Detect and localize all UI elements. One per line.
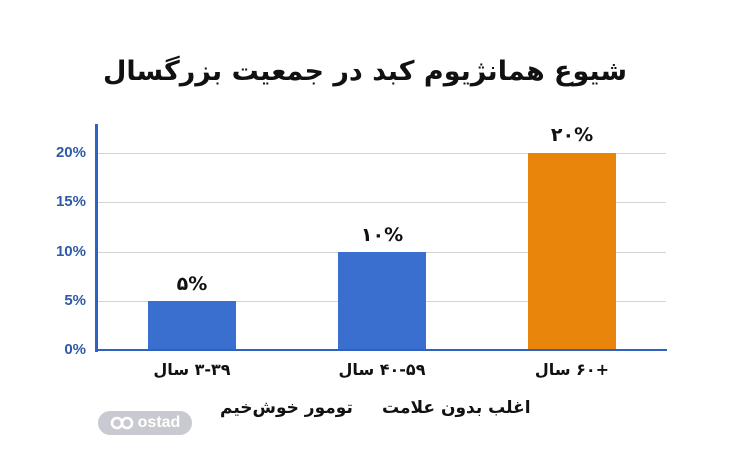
bar-age-40-59 xyxy=(338,252,426,350)
ostad-logo: ostad xyxy=(98,411,192,435)
y-tick-20: 20% xyxy=(55,144,86,161)
x-label-age-3-39: ۳-۳۹ سال xyxy=(153,360,231,379)
value-label-age-3-39: ۵% xyxy=(176,273,208,295)
gridline-20 xyxy=(98,153,666,154)
value-label-age-60-plus: ۲۰% xyxy=(550,124,594,146)
logo-text: ostad xyxy=(137,414,181,431)
y-tick-10: 10% xyxy=(55,243,86,260)
x-axis xyxy=(95,349,667,351)
infinity-icon xyxy=(110,416,133,430)
chart-title: شیوع همانژیوم کبد در جمعیت بزرگسال xyxy=(102,56,628,87)
x-label-age-40-59: ۴۰-۵۹ سال xyxy=(338,360,426,379)
y-tick-0: 0% xyxy=(64,341,86,358)
gridline-15 xyxy=(98,202,666,203)
bar-age-60-plus xyxy=(528,153,616,350)
y-tick-15: 15% xyxy=(55,193,86,210)
value-label-age-40-59: ۱۰% xyxy=(360,224,404,246)
y-axis xyxy=(95,124,98,352)
note-often-asymptomatic: اغلب بدون علامت xyxy=(382,398,531,418)
note-benign-tumor: تومور خوش‌خیم xyxy=(220,398,353,418)
bar-age-3-39 xyxy=(148,301,236,350)
y-tick-5: 5% xyxy=(64,292,86,309)
x-label-age-60-plus: +۶۰ سال xyxy=(534,360,610,379)
